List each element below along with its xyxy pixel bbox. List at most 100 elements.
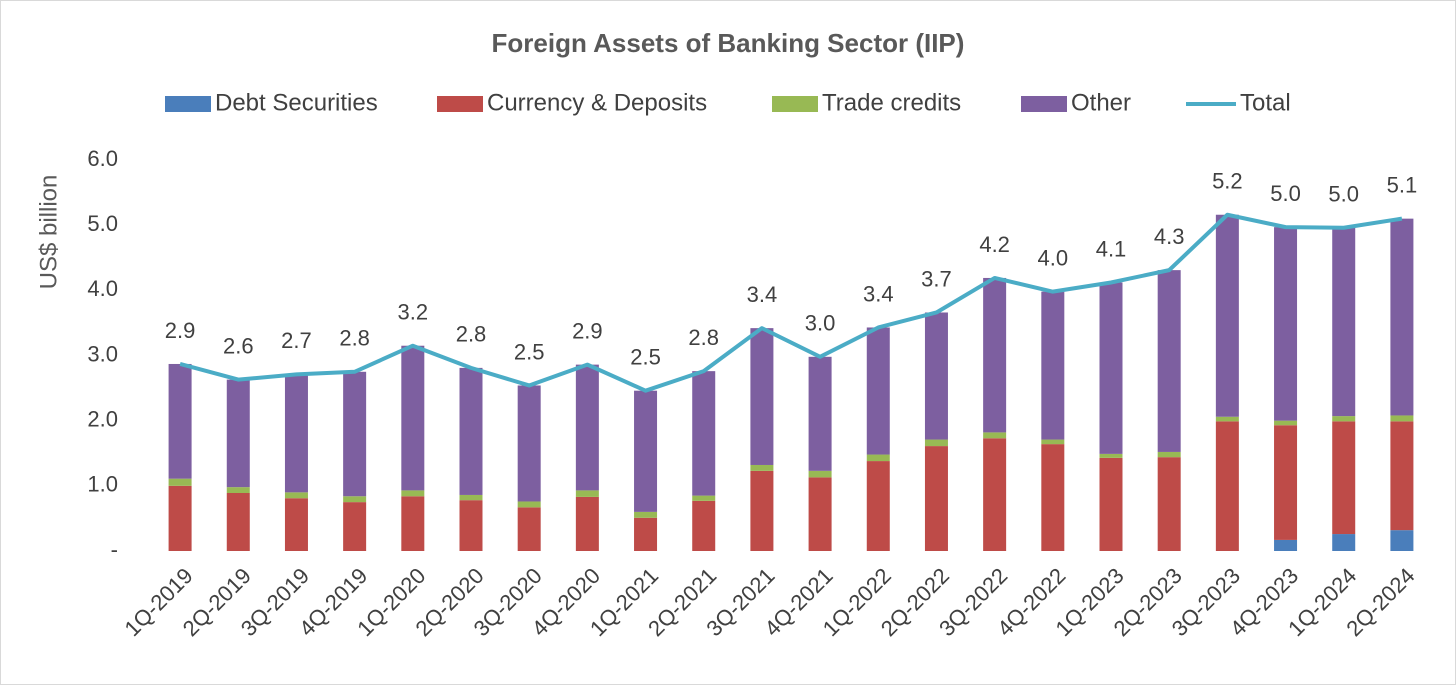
data-label: 2.5: [630, 345, 661, 370]
bar-segment: [1274, 539, 1298, 551]
bar-segment: [1332, 421, 1356, 535]
bar-segment: [1274, 227, 1298, 421]
bar-segment: [575, 490, 599, 497]
y-tick-label: 6.0: [87, 146, 118, 171]
bar-segment: [459, 367, 483, 495]
bar-segment: [1099, 453, 1123, 458]
legend-swatch: [772, 96, 818, 112]
bar-segment: [750, 464, 774, 471]
bar-segment: [808, 477, 832, 551]
bar-segment: [1332, 534, 1356, 551]
bar-segment: [1390, 421, 1414, 531]
bar-segment: [1157, 451, 1181, 458]
bar-segment: [575, 496, 599, 551]
bar-segment: [1215, 214, 1239, 417]
bar-segment: [1274, 420, 1298, 426]
data-label: 3.0: [805, 311, 836, 336]
bar-segment: [692, 500, 716, 551]
bar-segment: [692, 371, 716, 496]
data-label: 2.6: [223, 333, 254, 358]
bar-segment: [808, 470, 832, 478]
data-label: 5.0: [1328, 182, 1359, 207]
bar-segment: [1041, 291, 1065, 440]
y-tick-label: 1.0: [87, 472, 118, 497]
legend-label: Debt Securities: [215, 89, 378, 116]
data-label: 5.0: [1270, 181, 1301, 206]
bar-segment: [284, 374, 308, 493]
y-axis-label: US$ billion: [35, 175, 62, 290]
bar-segment: [983, 432, 1007, 439]
data-label: 3.7: [921, 266, 952, 291]
y-tick-label: -: [111, 537, 118, 562]
bar-segment: [517, 507, 541, 551]
data-label: 4.1: [1096, 236, 1127, 261]
bar-segment: [866, 454, 890, 462]
bar-segment: [343, 496, 367, 503]
legend-label: Currency & Deposits: [487, 89, 707, 116]
data-label: 4.3: [1154, 224, 1185, 249]
bar-segment: [401, 496, 425, 551]
data-label: 3.2: [398, 300, 429, 325]
bar-segment: [517, 385, 541, 502]
bar-segment: [226, 493, 250, 551]
y-tick-label: 3.0: [87, 341, 118, 366]
y-tick-label: 2.0: [87, 406, 118, 431]
y-tick-label: 4.0: [87, 276, 118, 301]
legend-label: Total: [1240, 89, 1291, 116]
bar-segment: [168, 478, 192, 486]
data-label: 2.5: [514, 339, 545, 364]
bar-segment: [459, 500, 483, 551]
bar-segment: [983, 438, 1007, 551]
data-label: 4.0: [1038, 245, 1069, 270]
legend-label: Other: [1071, 89, 1131, 116]
bar-segment: [401, 345, 425, 491]
bar-segment: [808, 356, 832, 471]
bar-segment: [924, 446, 948, 551]
bar-segment: [750, 328, 774, 465]
bar-segment: [634, 511, 658, 518]
bar-segment: [284, 498, 308, 551]
legend-swatch: [165, 96, 211, 112]
legend-swatch: [437, 96, 483, 112]
bar-segment: [1390, 218, 1414, 416]
data-label: 2.8: [339, 326, 370, 351]
bar-segment: [692, 495, 716, 501]
y-tick-label: 5.0: [87, 211, 118, 236]
bar-segment: [634, 517, 658, 551]
data-label: 4.2: [979, 232, 1010, 257]
data-label: 2.9: [165, 318, 196, 343]
bar-segment: [168, 363, 192, 479]
bar-segment: [1215, 421, 1239, 551]
bar-segment: [575, 364, 599, 491]
chart-title: Foreign Assets of Banking Sector (IIP): [492, 28, 965, 58]
data-label: 3.4: [747, 282, 778, 307]
bar-segment: [1332, 227, 1356, 417]
bar-segment: [866, 327, 890, 455]
bar-segment: [168, 485, 192, 551]
data-label: 5.1: [1387, 172, 1418, 197]
bar-segment: [226, 487, 250, 494]
data-label: 3.4: [863, 281, 894, 306]
data-label: 5.2: [1212, 169, 1243, 194]
data-label: 2.7: [281, 328, 312, 353]
data-label: 2.8: [456, 322, 487, 347]
bar-segment: [1215, 416, 1239, 422]
legend-swatch: [1021, 96, 1067, 112]
bar-segment: [1157, 457, 1181, 551]
bar-segment: [1390, 530, 1414, 551]
data-label: 2.9: [572, 318, 603, 343]
bar-segment: [924, 312, 948, 440]
bar-segment: [750, 470, 774, 551]
bar-segment: [284, 492, 308, 499]
bar-segment: [1274, 425, 1298, 540]
bar-segment: [1099, 457, 1123, 551]
legend-label: Trade credits: [822, 89, 961, 116]
bar-segment: [343, 371, 367, 497]
bar-segment: [1041, 439, 1065, 445]
bar-segment: [1041, 444, 1065, 551]
bar-segment: [1332, 416, 1356, 422]
bar-segment: [924, 439, 948, 447]
